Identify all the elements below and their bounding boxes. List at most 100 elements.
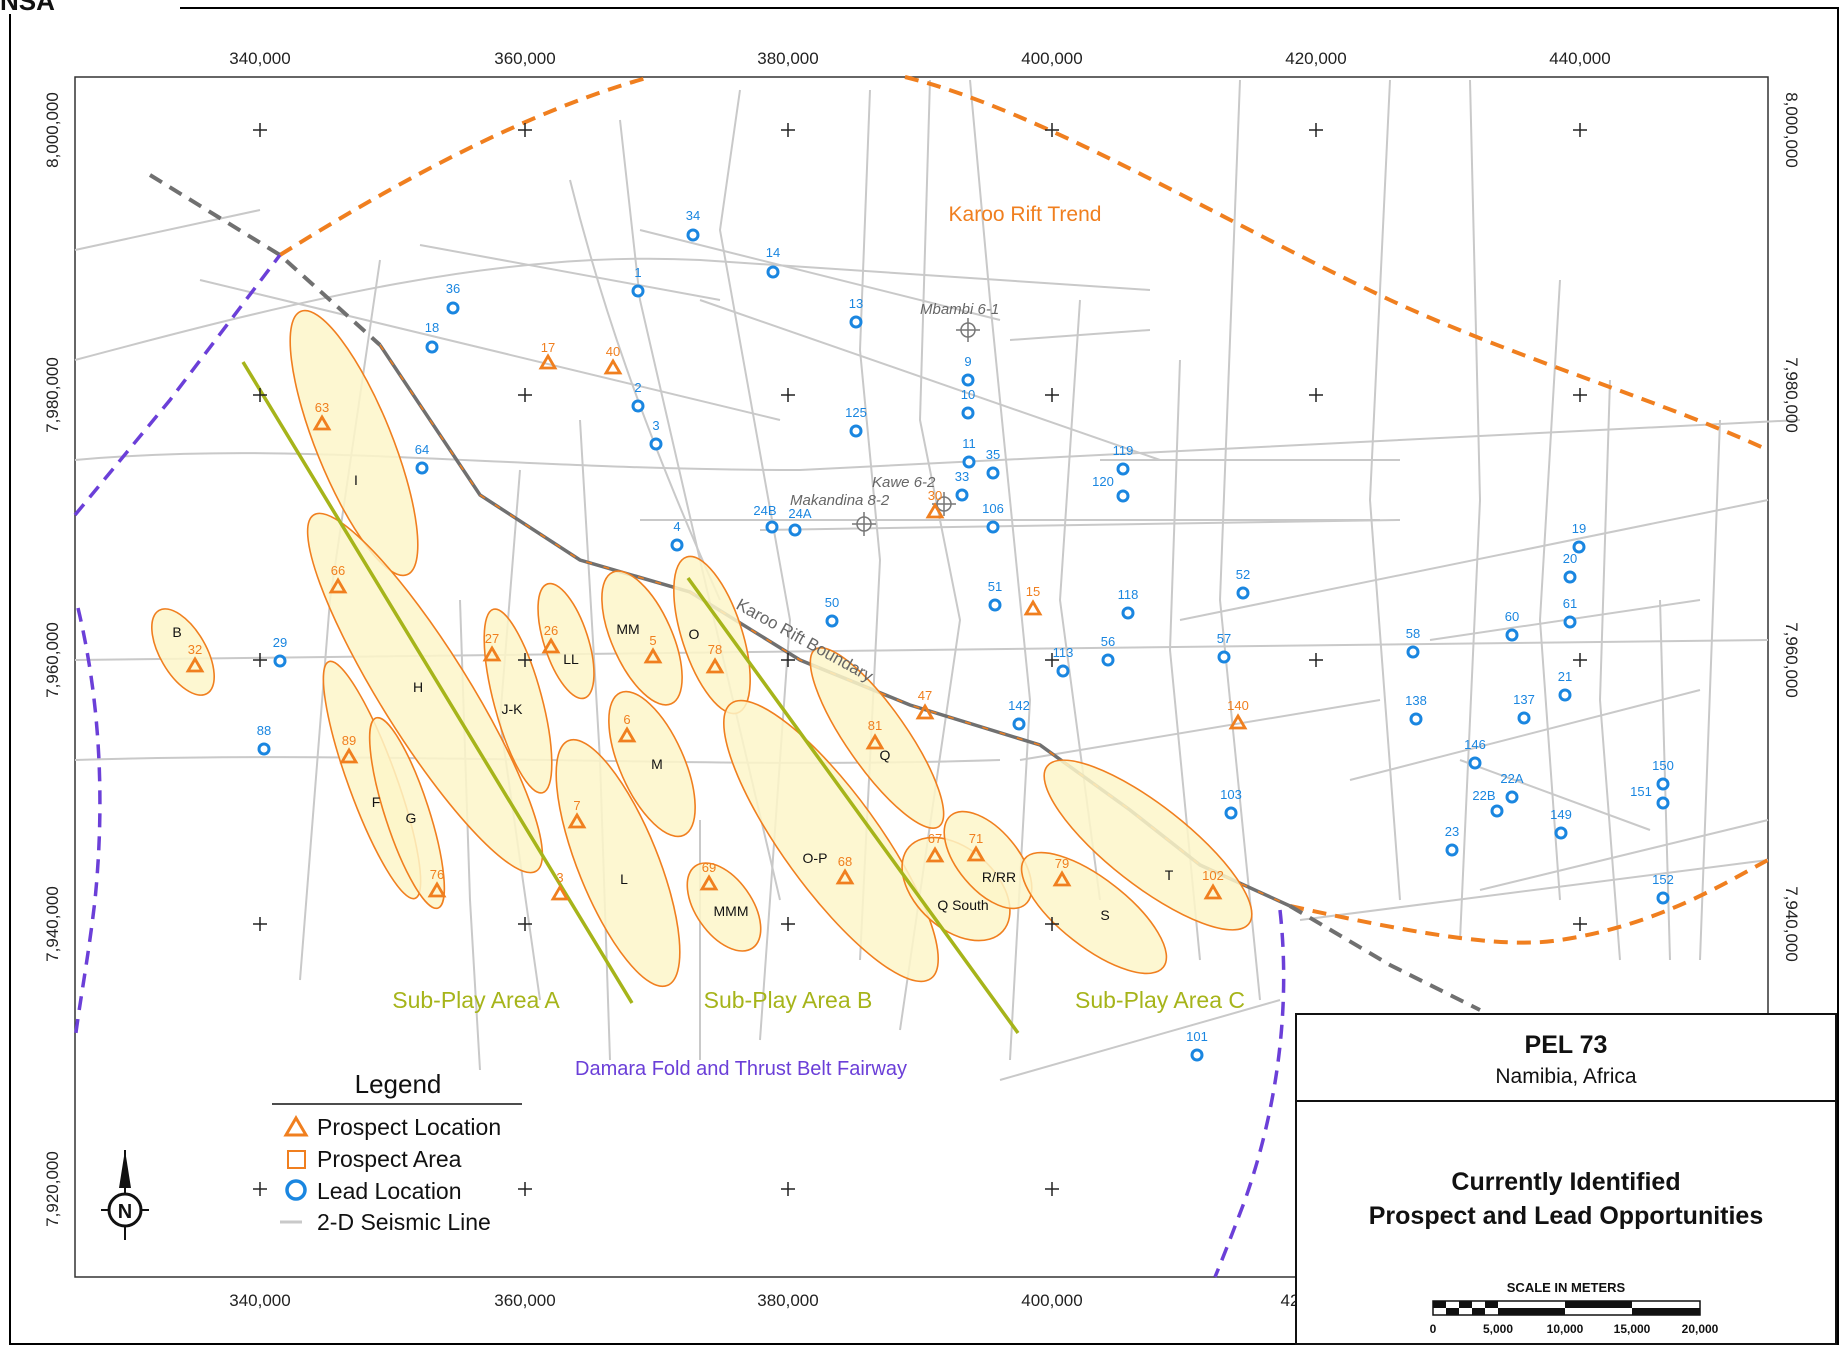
lead-label: 22A bbox=[1500, 771, 1523, 786]
sub-play-divider-a bbox=[241, 361, 634, 1004]
lead-marker bbox=[631, 284, 645, 298]
x-tick-bottom: 360,000 bbox=[494, 1291, 555, 1310]
lead-label: 152 bbox=[1652, 872, 1674, 887]
lead-location-icon bbox=[285, 1179, 307, 1201]
lead-label: 64 bbox=[415, 442, 429, 457]
prospect-areas bbox=[151, 309, 1253, 988]
legend-item: 2-D Seismic Line bbox=[317, 1209, 491, 1235]
prospect-label: 76 bbox=[430, 867, 444, 882]
x-tick-top: 340,000 bbox=[229, 49, 290, 68]
lead-marker bbox=[986, 466, 1000, 480]
prospect-marker bbox=[550, 884, 570, 901]
legend-item: Prospect Area bbox=[317, 1146, 462, 1172]
lead-label: 18 bbox=[425, 320, 439, 335]
sub-play-divider-b bbox=[686, 576, 1020, 1035]
prospect-marker bbox=[541, 637, 561, 654]
karoo-rift-boundary-line bbox=[148, 173, 382, 347]
lead-marker bbox=[1505, 790, 1519, 804]
area-label: LL bbox=[563, 651, 579, 667]
lead-label: 2 bbox=[634, 380, 641, 395]
lead-marker bbox=[1572, 540, 1586, 554]
lead-label: 10 bbox=[961, 387, 975, 402]
prospect-marker bbox=[915, 703, 935, 720]
legend-item: Prospect Location bbox=[317, 1114, 501, 1140]
prospect-marker bbox=[966, 845, 986, 862]
lead-marker bbox=[986, 520, 1000, 534]
title-block-location: Namibia, Africa bbox=[1495, 1065, 1637, 1088]
area-label: H bbox=[413, 679, 423, 695]
scale-tick: 0 bbox=[1430, 1322, 1437, 1336]
lead-marker bbox=[649, 437, 663, 451]
damara-label: Damara Fold and Thrust Belt Fairway bbox=[575, 1058, 907, 1080]
lead-marker bbox=[1121, 606, 1135, 620]
y-tick-left: 7,920,000 bbox=[43, 1151, 62, 1227]
well-label: Makandina 8-2 bbox=[790, 492, 890, 509]
lead-marker bbox=[1116, 489, 1130, 503]
prospect-marker bbox=[312, 414, 332, 431]
prospect-marker bbox=[427, 881, 447, 898]
x-tick-bottom: 42 bbox=[1281, 1291, 1300, 1310]
lead-marker bbox=[1505, 628, 1519, 642]
area-label: J-K bbox=[502, 701, 524, 717]
prospect-area-icon bbox=[287, 1150, 306, 1169]
area-label: T bbox=[1165, 867, 1174, 883]
lead-label: 1 bbox=[634, 265, 641, 280]
legend: Legend Prospect Location Prospect Area L… bbox=[272, 1069, 522, 1235]
prospect-label: 7 bbox=[573, 798, 580, 813]
prospect-label: 102 bbox=[1202, 868, 1224, 883]
lead-marker bbox=[1656, 777, 1670, 791]
lead-marker bbox=[257, 742, 271, 756]
sub-play-a-label: Sub-Play Area A bbox=[392, 987, 560, 1013]
lead-marker bbox=[1656, 796, 1670, 810]
area-label: O-P bbox=[803, 850, 828, 866]
x-tick-bottom: 340,000 bbox=[229, 1291, 290, 1310]
prospect-label: 63 bbox=[315, 400, 329, 415]
lead-label: 11 bbox=[962, 436, 976, 451]
prospect-label: 6 bbox=[623, 712, 630, 727]
x-tick-bottom: 400,000 bbox=[1021, 1291, 1082, 1310]
lead-marker bbox=[961, 373, 975, 387]
prospect-label: 71 bbox=[969, 831, 983, 846]
area-label: I bbox=[354, 472, 358, 488]
prospect-label: 79 bbox=[1055, 856, 1069, 871]
lead-label: 137 bbox=[1513, 692, 1535, 707]
lead-label: 150 bbox=[1652, 758, 1674, 773]
lead-label: 22B bbox=[1472, 788, 1495, 803]
lead-label: 120 bbox=[1092, 474, 1114, 489]
karoo-rift-trend-label: Karoo Rift Trend bbox=[949, 203, 1102, 226]
lead-marker bbox=[1116, 462, 1130, 476]
prospect-marker bbox=[1052, 870, 1072, 887]
lead-marker bbox=[1406, 645, 1420, 659]
lead-label: 118 bbox=[1118, 587, 1139, 602]
lead-label: 60 bbox=[1505, 609, 1519, 624]
lead-label: 138 bbox=[1405, 693, 1427, 708]
lead-marker bbox=[1190, 1048, 1204, 1062]
x-tick-top: 400,000 bbox=[1021, 49, 1082, 68]
x-tick-top: 440,000 bbox=[1549, 49, 1610, 68]
y-tick-left: 7,980,000 bbox=[43, 357, 62, 433]
x-tick-top: 380,000 bbox=[757, 49, 818, 68]
lead-marker bbox=[670, 538, 684, 552]
lead-marker bbox=[1468, 756, 1482, 770]
sub-play-b-label: Sub-Play Area B bbox=[704, 987, 873, 1013]
area-label: Q South bbox=[937, 897, 988, 913]
x-tick-top: 420,000 bbox=[1285, 49, 1346, 68]
prospect-label: 66 bbox=[331, 563, 345, 578]
area-label: MMM bbox=[714, 903, 749, 919]
y-tick-right: 7,960,000 bbox=[1782, 622, 1801, 698]
lead-label: 146 bbox=[1464, 737, 1486, 752]
scale-title: SCALE IN METERS bbox=[1507, 1280, 1626, 1295]
lead-label: 4 bbox=[673, 519, 680, 534]
karoo-rift-trend-line bbox=[278, 75, 651, 257]
lead-label: 24B bbox=[753, 503, 776, 518]
lead-marker bbox=[1490, 804, 1504, 818]
logo: NSA bbox=[0, 0, 55, 16]
lead-label: 142 bbox=[1008, 698, 1030, 713]
prospect-label: 32 bbox=[188, 642, 202, 657]
lead-marker bbox=[988, 598, 1002, 612]
lead-marker bbox=[415, 461, 429, 475]
x-tick-bottom: 380,000 bbox=[757, 1291, 818, 1310]
lead-marker bbox=[273, 654, 287, 668]
lead-label: 33 bbox=[955, 469, 969, 484]
lead-label: 51 bbox=[988, 579, 1002, 594]
